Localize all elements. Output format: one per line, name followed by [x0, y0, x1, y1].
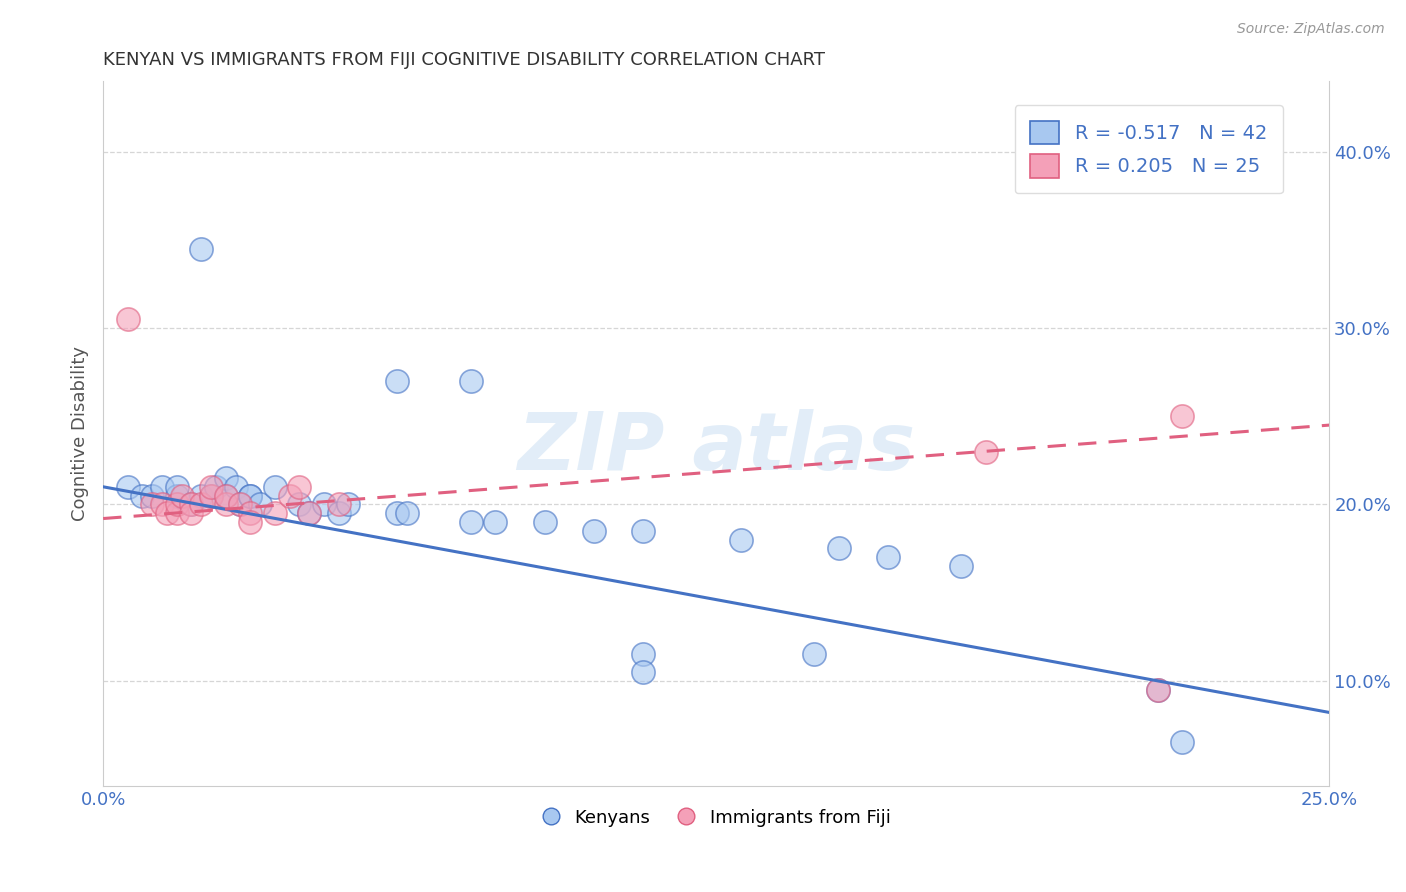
Point	[828, 541, 851, 556]
Point	[215, 498, 238, 512]
Point	[396, 506, 419, 520]
Point	[484, 515, 506, 529]
Point	[876, 550, 898, 565]
Point	[239, 489, 262, 503]
Point	[631, 524, 654, 538]
Point	[141, 489, 163, 503]
Point	[974, 444, 997, 458]
Point	[170, 489, 193, 503]
Point	[337, 498, 360, 512]
Point	[263, 480, 285, 494]
Legend: Kenyans, Immigrants from Fiji: Kenyans, Immigrants from Fiji	[534, 801, 898, 834]
Point	[190, 489, 212, 503]
Point	[328, 506, 350, 520]
Point	[215, 471, 238, 485]
Point	[803, 647, 825, 661]
Point	[215, 489, 238, 503]
Point	[239, 489, 262, 503]
Point	[225, 480, 247, 494]
Point	[460, 515, 482, 529]
Point	[190, 242, 212, 256]
Point	[312, 498, 335, 512]
Point	[150, 498, 173, 512]
Point	[166, 506, 188, 520]
Point	[117, 312, 139, 326]
Point	[200, 489, 222, 503]
Point	[150, 480, 173, 494]
Point	[239, 515, 262, 529]
Point	[190, 498, 212, 512]
Point	[215, 489, 238, 503]
Point	[533, 515, 555, 529]
Point	[229, 498, 252, 512]
Point	[156, 506, 179, 520]
Point	[200, 489, 222, 503]
Point	[180, 498, 202, 512]
Point	[166, 489, 188, 503]
Point	[180, 506, 202, 520]
Point	[117, 480, 139, 494]
Point	[131, 489, 153, 503]
Point	[205, 480, 228, 494]
Point	[582, 524, 605, 538]
Text: KENYAN VS IMMIGRANTS FROM FIJI COGNITIVE DISABILITY CORRELATION CHART: KENYAN VS IMMIGRANTS FROM FIJI COGNITIVE…	[103, 51, 825, 69]
Point	[288, 498, 311, 512]
Point	[1146, 682, 1168, 697]
Point	[1171, 409, 1194, 424]
Point	[387, 374, 409, 388]
Point	[950, 559, 973, 574]
Y-axis label: Cognitive Disability: Cognitive Disability	[72, 346, 89, 522]
Point	[387, 506, 409, 520]
Point	[180, 498, 202, 512]
Point	[141, 498, 163, 512]
Point	[1171, 735, 1194, 749]
Point	[249, 498, 271, 512]
Point	[298, 506, 321, 520]
Point	[631, 665, 654, 679]
Point	[263, 506, 285, 520]
Text: ZIP atlas: ZIP atlas	[517, 409, 915, 487]
Point	[200, 480, 222, 494]
Point	[298, 506, 321, 520]
Point	[166, 498, 188, 512]
Point	[1146, 682, 1168, 697]
Point	[278, 489, 301, 503]
Text: Source: ZipAtlas.com: Source: ZipAtlas.com	[1237, 22, 1385, 37]
Point	[229, 498, 252, 512]
Point	[166, 480, 188, 494]
Point	[288, 480, 311, 494]
Point	[239, 506, 262, 520]
Point	[730, 533, 752, 547]
Point	[328, 498, 350, 512]
Point	[460, 374, 482, 388]
Point	[631, 647, 654, 661]
